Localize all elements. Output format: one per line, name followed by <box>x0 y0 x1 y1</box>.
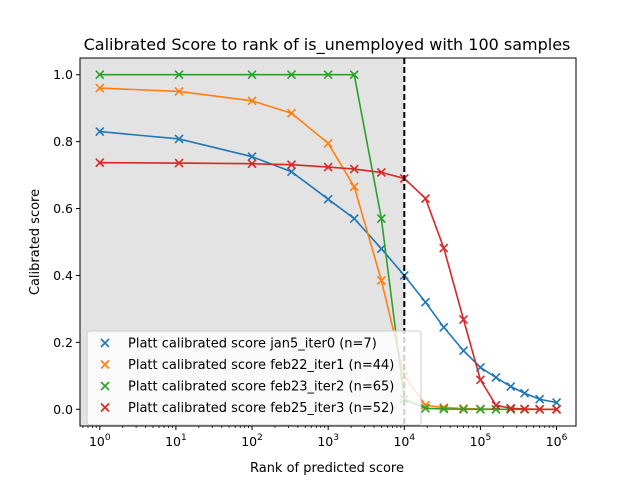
x-tick-label: 102 <box>241 433 263 449</box>
data-point-marker <box>458 404 469 414</box>
data-point-marker <box>475 404 485 414</box>
data-point-marker <box>420 297 431 307</box>
data-point-marker <box>439 243 449 253</box>
legend-marker <box>100 402 110 413</box>
y-tick-label: 0.6 <box>53 201 73 216</box>
data-point-marker <box>323 162 333 172</box>
chart-title: Calibrated Score to rank of is_unemploye… <box>84 35 571 55</box>
data-point-marker <box>439 403 449 413</box>
legend-box <box>86 330 422 426</box>
data-point-marker <box>174 158 184 168</box>
data-point-marker <box>286 108 297 118</box>
x-axis-label: Rank of predicted score <box>250 461 404 476</box>
y-tick-label: 0.8 <box>53 134 73 149</box>
legend-marker <box>100 338 110 348</box>
data-point-marker <box>349 182 359 192</box>
data-point-marker <box>506 403 516 413</box>
x-tick-label: 105 <box>470 433 492 449</box>
x-tick-label: 101 <box>165 433 187 449</box>
data-point-marker <box>420 403 431 413</box>
y-axis-label: Calibrated score <box>28 189 43 295</box>
data-point-marker <box>475 375 485 385</box>
data-point-marker <box>458 315 469 325</box>
data-point-marker <box>95 83 105 93</box>
data-point-marker <box>551 398 562 408</box>
data-point-marker <box>286 160 297 170</box>
data-point-marker <box>506 381 516 392</box>
data-point-marker <box>520 388 530 398</box>
legend-marker <box>100 381 110 391</box>
data-point-marker <box>458 346 469 356</box>
data-point-marker <box>420 193 431 204</box>
data-point-marker <box>174 70 184 80</box>
data-point-marker <box>247 70 257 80</box>
data-point-marker <box>349 164 359 174</box>
legend-entry-label: Platt calibrated score jan5_iter0 (n=7) <box>128 337 377 352</box>
data-point-marker <box>349 70 359 80</box>
data-point-marker <box>551 404 562 414</box>
data-point-marker <box>95 127 105 137</box>
x-tick-label: 103 <box>317 433 339 449</box>
data-point-marker <box>323 194 333 204</box>
data-point-marker <box>439 322 449 332</box>
data-point-marker <box>323 70 333 80</box>
data-point-marker <box>535 404 545 414</box>
y-tick-label: 0.0 <box>53 402 73 417</box>
data-point-marker <box>95 158 105 168</box>
data-point-marker <box>247 152 257 162</box>
x-tick-label: 106 <box>546 433 568 449</box>
plot-area: 0.0 0.2 0.4 0.6 0.8 1.0 100 101 102 103 104 105 106 P… <box>53 57 577 449</box>
x-tick-label: 104 <box>393 433 415 449</box>
data-point-marker <box>376 167 386 177</box>
legend-entry-label: Platt calibrated score feb22_iter1 (n=44… <box>128 358 394 373</box>
data-point-marker <box>174 134 184 144</box>
data-point-marker <box>95 70 105 80</box>
legend-entry-label: Platt calibrated score feb23_iter2 (n=65… <box>128 380 394 395</box>
data-point-marker <box>323 138 333 148</box>
x-tick-label: 100 <box>89 433 111 449</box>
y-tick-label: 1.0 <box>53 67 73 82</box>
data-point-marker <box>535 394 545 404</box>
data-point-marker <box>376 275 386 286</box>
data-point-marker <box>491 372 501 383</box>
data-point-marker <box>439 404 449 414</box>
y-tick-label: 0.4 <box>53 268 73 283</box>
data-point-marker <box>174 86 184 97</box>
legend: Platt calibrated score jan5_iter0 (n=7) P… <box>86 330 422 426</box>
data-point-marker <box>247 159 257 169</box>
data-point-marker <box>520 404 530 414</box>
y-tick-label: 0.2 <box>53 335 73 350</box>
legend-marker <box>100 359 110 370</box>
data-point-marker <box>376 244 386 254</box>
data-point-marker <box>491 400 501 410</box>
data-point-marker <box>349 214 359 224</box>
data-point-marker <box>247 96 257 106</box>
legend-entry-label: Platt calibrated score feb25_iter3 (n=52… <box>128 401 394 416</box>
data-point-marker <box>286 167 297 177</box>
data-point-marker <box>286 70 297 80</box>
data-point-marker <box>376 214 386 224</box>
